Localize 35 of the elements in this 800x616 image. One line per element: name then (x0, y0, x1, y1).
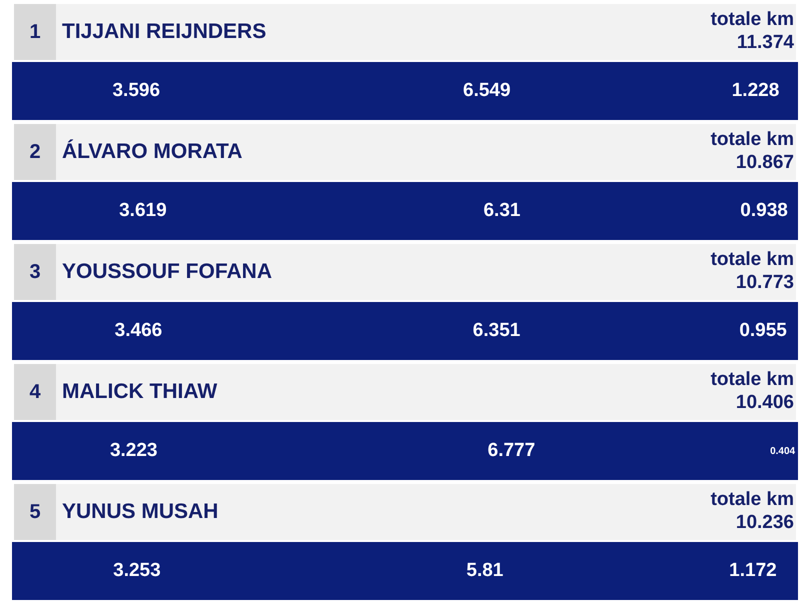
data-label: 5.81 (466, 560, 504, 582)
chart-title: TIJJANI REIJNDERS (62, 19, 266, 45)
text: totale km (710, 128, 794, 151)
text: 4 (14, 364, 56, 420)
total-label: 10.773 (734, 271, 794, 294)
data-label: 3.619 (119, 200, 167, 222)
text: 1 (14, 4, 56, 60)
text: 2 (14, 124, 56, 180)
chart-title: YUNUS MUSAH (62, 499, 218, 525)
data-label: 3.466 (114, 320, 162, 342)
text: totale km (710, 368, 794, 391)
data-label: 0.955 (739, 320, 788, 342)
data-label: 3.253 (113, 560, 161, 582)
text: totale km (710, 248, 794, 271)
data-label: 3.596 (112, 80, 160, 102)
total-label: 11.374 (736, 31, 794, 54)
text: totale km (710, 8, 794, 31)
data-label: 6.351 (472, 320, 521, 342)
data-label: 6.549 (463, 80, 511, 102)
data-label: 3.223 (110, 440, 158, 462)
data-label: 6.777 (488, 440, 536, 462)
total-label: 10.867 (734, 151, 794, 174)
data-label: 1.172 (729, 560, 777, 582)
data-label: 0.404 (770, 446, 796, 457)
text: totale km (710, 488, 794, 511)
text: 10.406 (734, 391, 794, 414)
text: 5 (14, 484, 56, 540)
chart-title: ÁLVARO MORATA (62, 138, 242, 165)
data-label: 1.228 (732, 80, 780, 102)
total-label: 10.236 (734, 511, 794, 534)
text: 3 (14, 244, 56, 300)
data-label: 0.938 (740, 200, 788, 222)
chart-title: YOUSSOUF FOFANA (62, 259, 272, 285)
chart-title: MALICK THIAW (62, 379, 218, 405)
data-label: 6.31 (483, 200, 521, 222)
